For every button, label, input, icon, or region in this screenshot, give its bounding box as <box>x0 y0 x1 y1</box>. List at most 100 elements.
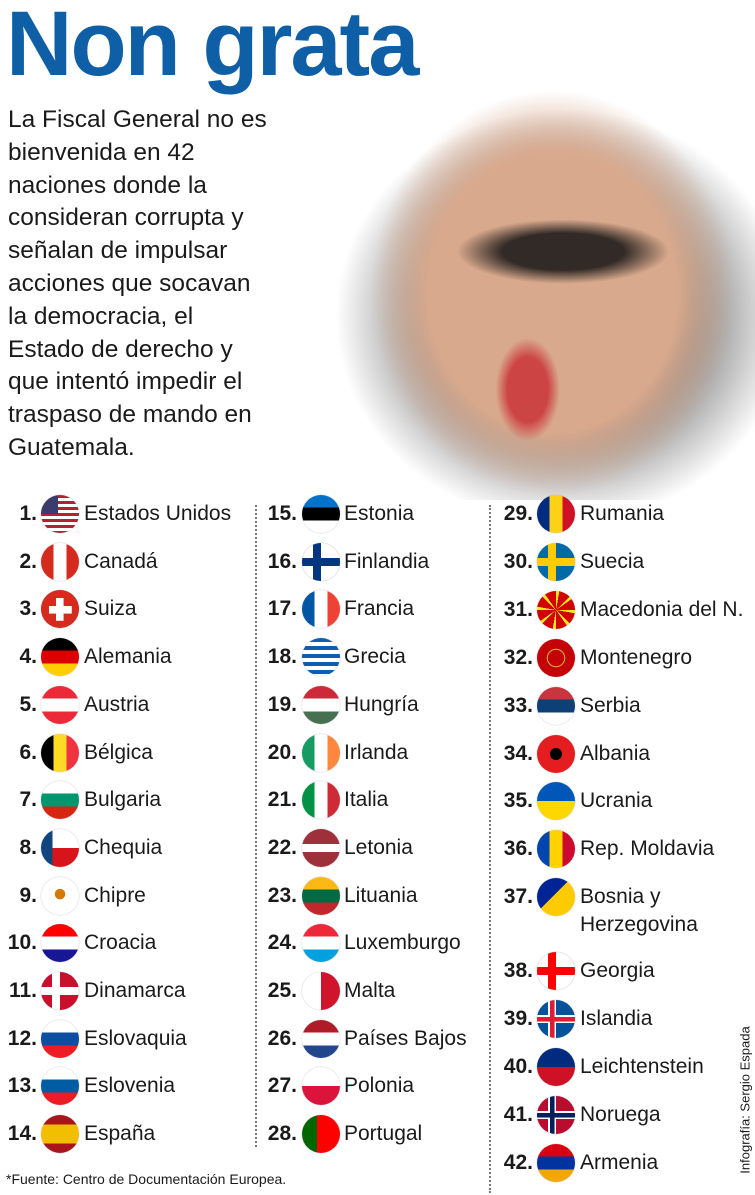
country-name: Letonia <box>344 835 413 859</box>
column-divider <box>489 505 491 1193</box>
country-name: España <box>84 1122 156 1146</box>
country-number: 14. <box>7 1122 37 1146</box>
country-number: 35. <box>503 789 533 813</box>
flag <box>41 733 79 772</box>
country-number: 30. <box>503 549 533 573</box>
flag <box>41 1019 79 1058</box>
country-name: Serbia <box>580 693 641 717</box>
flag <box>41 876 79 915</box>
country-name: Georgia <box>580 959 655 983</box>
flag <box>41 495 79 533</box>
country-name: Lituania <box>344 883 418 907</box>
flag <box>302 924 340 963</box>
country-name: Bosnia y Herzegovina <box>580 885 698 937</box>
country-number: 11. <box>8 979 37 1002</box>
country-name: Luxemburgo <box>344 931 461 955</box>
flag <box>41 828 79 867</box>
country-name: Estados Unidos <box>84 502 232 525</box>
country-number: 19. <box>267 692 297 716</box>
flag <box>302 828 340 867</box>
country-number: 20. <box>267 740 297 764</box>
country-name: Finlandia <box>344 549 430 573</box>
country-name: Armenia <box>580 1150 659 1174</box>
country-name: Malta <box>344 979 396 1002</box>
country-number: 33. <box>503 693 533 717</box>
country-number: 31. <box>503 597 533 621</box>
country-name: Bélgica <box>84 740 153 764</box>
country-number: 12. <box>7 1026 37 1050</box>
country-number: 22. <box>267 835 297 859</box>
flag <box>537 952 575 991</box>
country-name: Irlanda <box>344 740 409 764</box>
country-number: 16. <box>267 549 297 573</box>
flag <box>537 542 575 581</box>
flag <box>302 733 340 772</box>
flag <box>302 590 340 629</box>
country-number: 24. <box>267 931 297 955</box>
country-name: Dinamarca <box>84 979 186 1002</box>
country-number: 10. <box>7 931 37 955</box>
country-name: Leichtenstein <box>580 1054 704 1078</box>
flag <box>537 1143 575 1182</box>
flag <box>41 972 79 1010</box>
flag <box>537 495 575 533</box>
flag <box>41 1115 79 1154</box>
flag <box>537 638 575 677</box>
country-number: 7. <box>19 788 37 812</box>
flag <box>537 686 575 725</box>
flag <box>537 1047 575 1086</box>
country-name: Eslovaquia <box>84 1026 187 1050</box>
flag <box>302 781 340 820</box>
flag <box>41 590 79 629</box>
country-name: Francia <box>344 597 415 621</box>
country-name: Hungría <box>344 692 419 716</box>
country-number: 26. <box>267 1026 297 1050</box>
flag <box>302 1067 340 1106</box>
country-number: 41. <box>503 1102 533 1126</box>
flag <box>41 781 79 820</box>
flag <box>41 1067 79 1106</box>
country-number: 34. <box>503 741 533 765</box>
flag <box>41 638 79 677</box>
portrait-photo <box>250 40 755 500</box>
country-name: Austria <box>84 692 150 716</box>
country-number: 21. <box>267 788 297 812</box>
country-number: 29. <box>503 502 533 525</box>
country-number: 15. <box>267 502 297 525</box>
country-name: Rumania <box>580 502 665 525</box>
country-name: Suiza <box>84 597 137 621</box>
flag <box>302 1115 340 1154</box>
country-number: 28. <box>267 1122 297 1146</box>
country-number: 42. <box>503 1150 533 1174</box>
country-number: 23. <box>267 883 297 907</box>
flag <box>537 1095 575 1134</box>
credit: Infografía: Sergio Espada <box>737 1026 753 1174</box>
flag <box>537 734 575 773</box>
flag <box>537 830 575 869</box>
country-name: Islandia <box>580 1007 653 1030</box>
country-name: Suecia <box>580 549 645 573</box>
flag <box>302 876 340 915</box>
flag <box>302 1019 340 1058</box>
country-name: Montenegro <box>580 645 693 669</box>
country-name: Chequia <box>84 835 163 859</box>
country-name: Chipre <box>84 883 146 907</box>
country-number: 2. <box>19 549 37 573</box>
country-number: 9. <box>19 883 37 907</box>
flag <box>537 590 575 629</box>
country-name: Eslovenia <box>84 1074 176 1098</box>
flag <box>537 1000 575 1038</box>
flag <box>537 878 575 917</box>
country-name: Países Bajos <box>344 1026 467 1050</box>
country-number: 17. <box>267 597 297 621</box>
country-name: Rep. Moldavia <box>580 837 715 861</box>
country-name: Noruega <box>580 1102 661 1126</box>
country-number: 27. <box>267 1074 297 1098</box>
country-name: Alemania <box>84 645 172 669</box>
flag <box>302 542 340 581</box>
description: La Fiscal General no es bienvenida en 42… <box>8 106 267 461</box>
country-number: 6. <box>19 740 37 764</box>
country-number: 8. <box>19 835 37 859</box>
column-divider <box>255 505 257 1147</box>
